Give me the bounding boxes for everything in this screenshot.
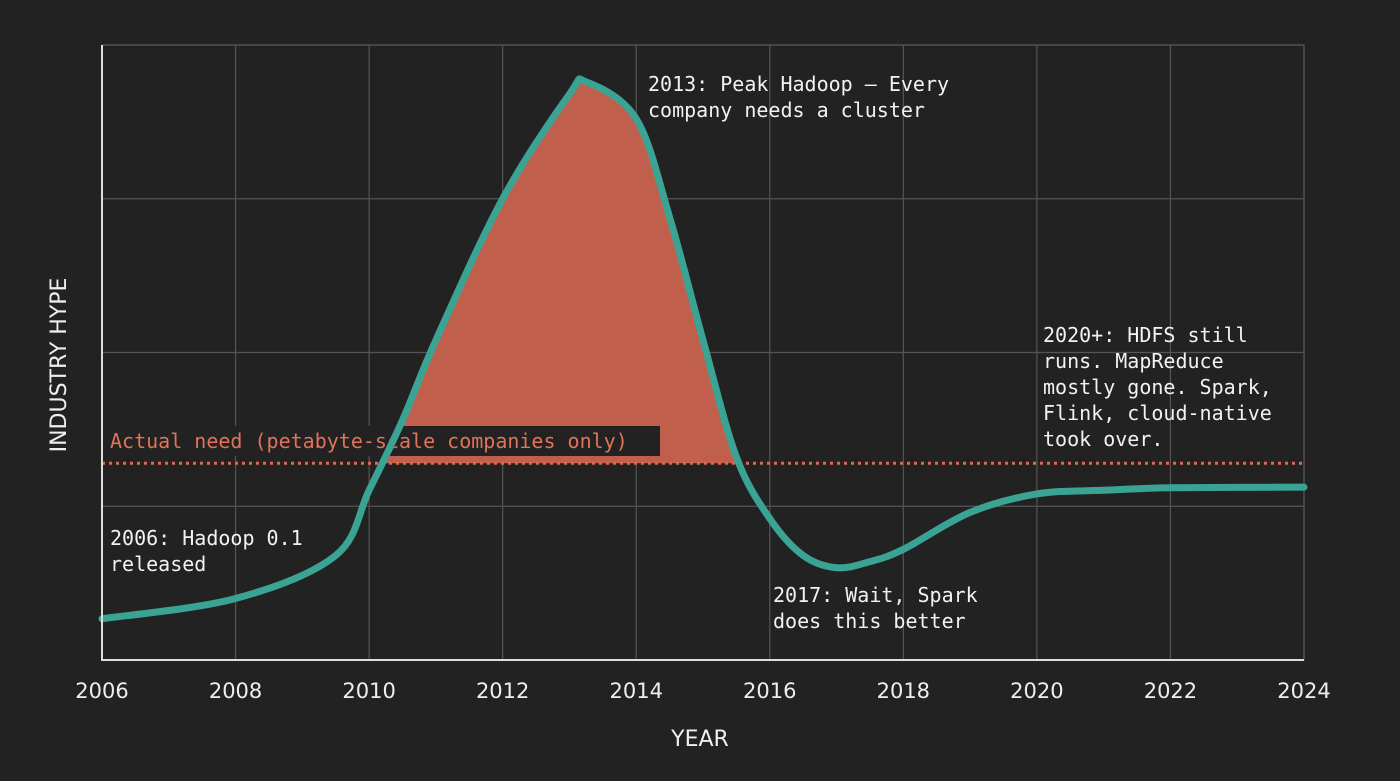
annotation-line: 2020+: HDFS still <box>1043 323 1248 347</box>
excess-hype-area <box>382 78 739 464</box>
annotation-2020: 2020+: HDFS still runs. MapReduce mostly g… <box>1043 323 1272 451</box>
annotation-line: company needs a cluster <box>648 98 925 122</box>
x-tick-label: 2020 <box>1010 679 1063 703</box>
excess-hype-fill <box>382 78 739 464</box>
annotation-line: released <box>110 552 206 576</box>
annotation-line: took over. <box>1043 427 1163 451</box>
need-label-background <box>104 426 660 456</box>
x-tick-labels: 2006 2008 2010 2012 2014 2016 2018 2020 2022 2024 <box>75 679 1330 703</box>
annotation-line: Flink, cloud-native <box>1043 401 1272 425</box>
x-tick-label: 2006 <box>75 679 128 703</box>
x-tick-label: 2016 <box>743 679 796 703</box>
actual-need-label: Actual need (petabyte-scale companies on… <box>110 429 628 453</box>
hype-curve <box>98 75 1308 623</box>
x-tick-label: 2010 <box>342 679 395 703</box>
x-tick-label: 2022 <box>1144 679 1197 703</box>
annotation-2017: 2017: Wait, Spark does this better <box>773 583 978 633</box>
annotation-2013: 2013: Peak Hadoop – Every company needs a… <box>648 72 949 122</box>
x-tick-label: 2018 <box>877 679 930 703</box>
x-tick-label: 2024 <box>1277 679 1330 703</box>
annotation-2006: 2006: Hadoop 0.1 released <box>110 526 303 576</box>
x-axis-label: YEAR <box>670 727 729 752</box>
annotation-line: does this better <box>773 609 966 633</box>
annotation-line: 2017: Wait, Spark <box>773 583 978 607</box>
annotation-line: mostly gone. Spark, <box>1043 375 1272 399</box>
x-tick-label: 2012 <box>476 679 529 703</box>
annotation-line: runs. MapReduce <box>1043 349 1224 373</box>
x-tick-label: 2014 <box>609 679 662 703</box>
y-axis-label: INDUSTRY HYPE <box>47 278 72 453</box>
annotation-line: 2006: Hadoop 0.1 <box>110 526 303 550</box>
annotations: 2006: Hadoop 0.1 released 2013: Peak Hadoo… <box>110 72 1272 633</box>
x-tick-label: 2008 <box>209 679 262 703</box>
annotation-line: 2013: Peak Hadoop – Every <box>648 72 949 96</box>
